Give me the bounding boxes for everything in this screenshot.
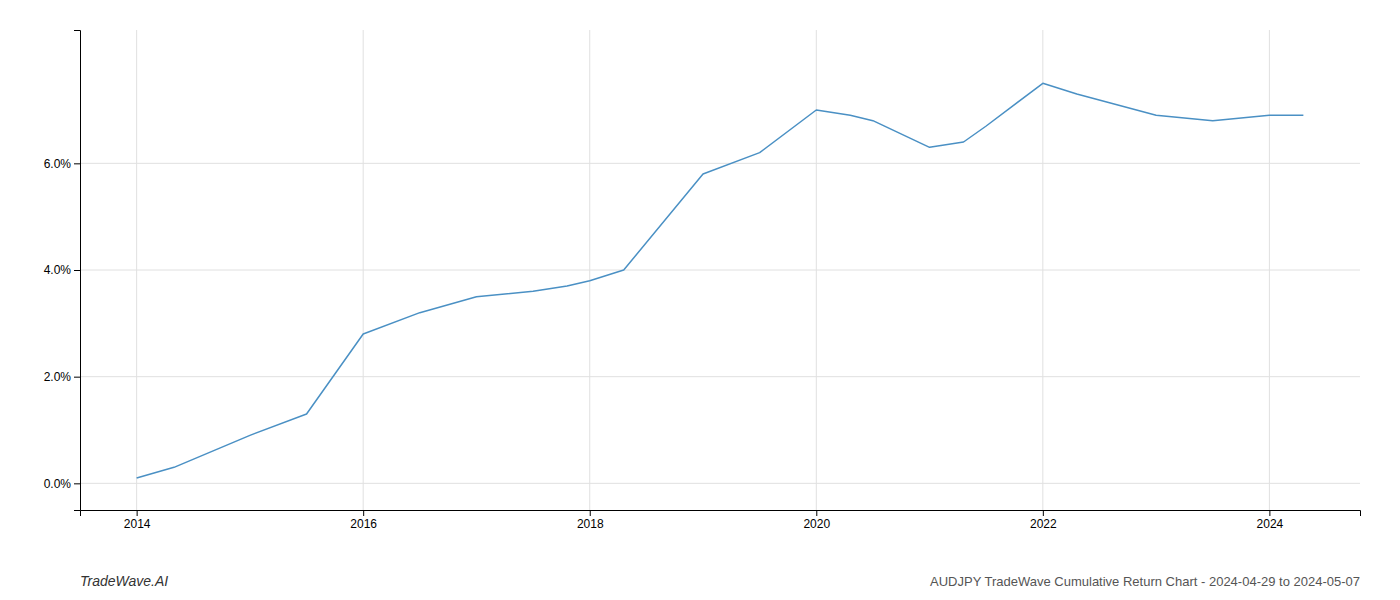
tick-label: 2014 — [124, 517, 151, 531]
x-axis: 2014 2016 2018 2020 2022 2024 — [81, 510, 1361, 531]
tick-label: 2016 — [350, 517, 377, 531]
title: AUDJPY TradeWave Cumulative Return Chart… — [930, 574, 1360, 589]
tick: 2016 — [350, 510, 377, 531]
tick: 2024 — [1257, 510, 1284, 531]
y-axis: 0.0% 2.0% 4.0% 6.0% — [44, 31, 81, 511]
tick-label: 4.0% — [44, 263, 72, 277]
tick-mark — [1043, 510, 1044, 516]
chart-svg: 2014 2016 2018 2020 2022 2024 0.0% 2.0% 4.0% 6.0%… — [0, 0, 1400, 600]
axis-line — [81, 511, 1361, 517]
tick: 2.0% — [44, 370, 80, 384]
grid — [80, 30, 1360, 510]
tick-mark — [1269, 510, 1270, 516]
tick-label: 6.0% — [44, 157, 72, 171]
tick: 2014 — [124, 510, 151, 531]
grid-line-y — [80, 163, 1360, 164]
tick-mark — [74, 270, 80, 271]
grid-line-y — [80, 270, 1360, 271]
tick-mark — [74, 483, 80, 484]
watermark: TradeWave.AI — [80, 573, 168, 589]
tick-mark — [816, 510, 817, 516]
tick: 4.0% — [44, 263, 80, 277]
chart-container: 2014 2016 2018 2020 2022 2024 0.0% 2.0% 4.0% 6.0%… — [0, 0, 1400, 600]
tick: 2020 — [803, 510, 830, 531]
axis-line — [74, 31, 81, 511]
tick-mark — [363, 510, 364, 516]
tick-mark — [74, 377, 80, 378]
tick-label: 2018 — [577, 517, 604, 531]
plot-area — [137, 83, 1304, 478]
grid-line-y — [80, 376, 1360, 377]
tick-label: 2.0% — [44, 370, 72, 384]
tick-label: 2022 — [1030, 517, 1057, 531]
grid-line-y — [80, 483, 1360, 484]
tick: 6.0% — [44, 157, 80, 171]
tick-label: 2020 — [803, 517, 830, 531]
tick-mark — [590, 510, 591, 516]
tick: 2022 — [1030, 510, 1057, 531]
data-line — [137, 83, 1304, 478]
tick: 0.0% — [44, 477, 80, 491]
tick-mark — [74, 163, 80, 164]
tick-label: 0.0% — [44, 477, 72, 491]
tick: 2018 — [577, 510, 604, 531]
tick-mark — [137, 510, 138, 516]
tick-label: 2024 — [1257, 517, 1284, 531]
